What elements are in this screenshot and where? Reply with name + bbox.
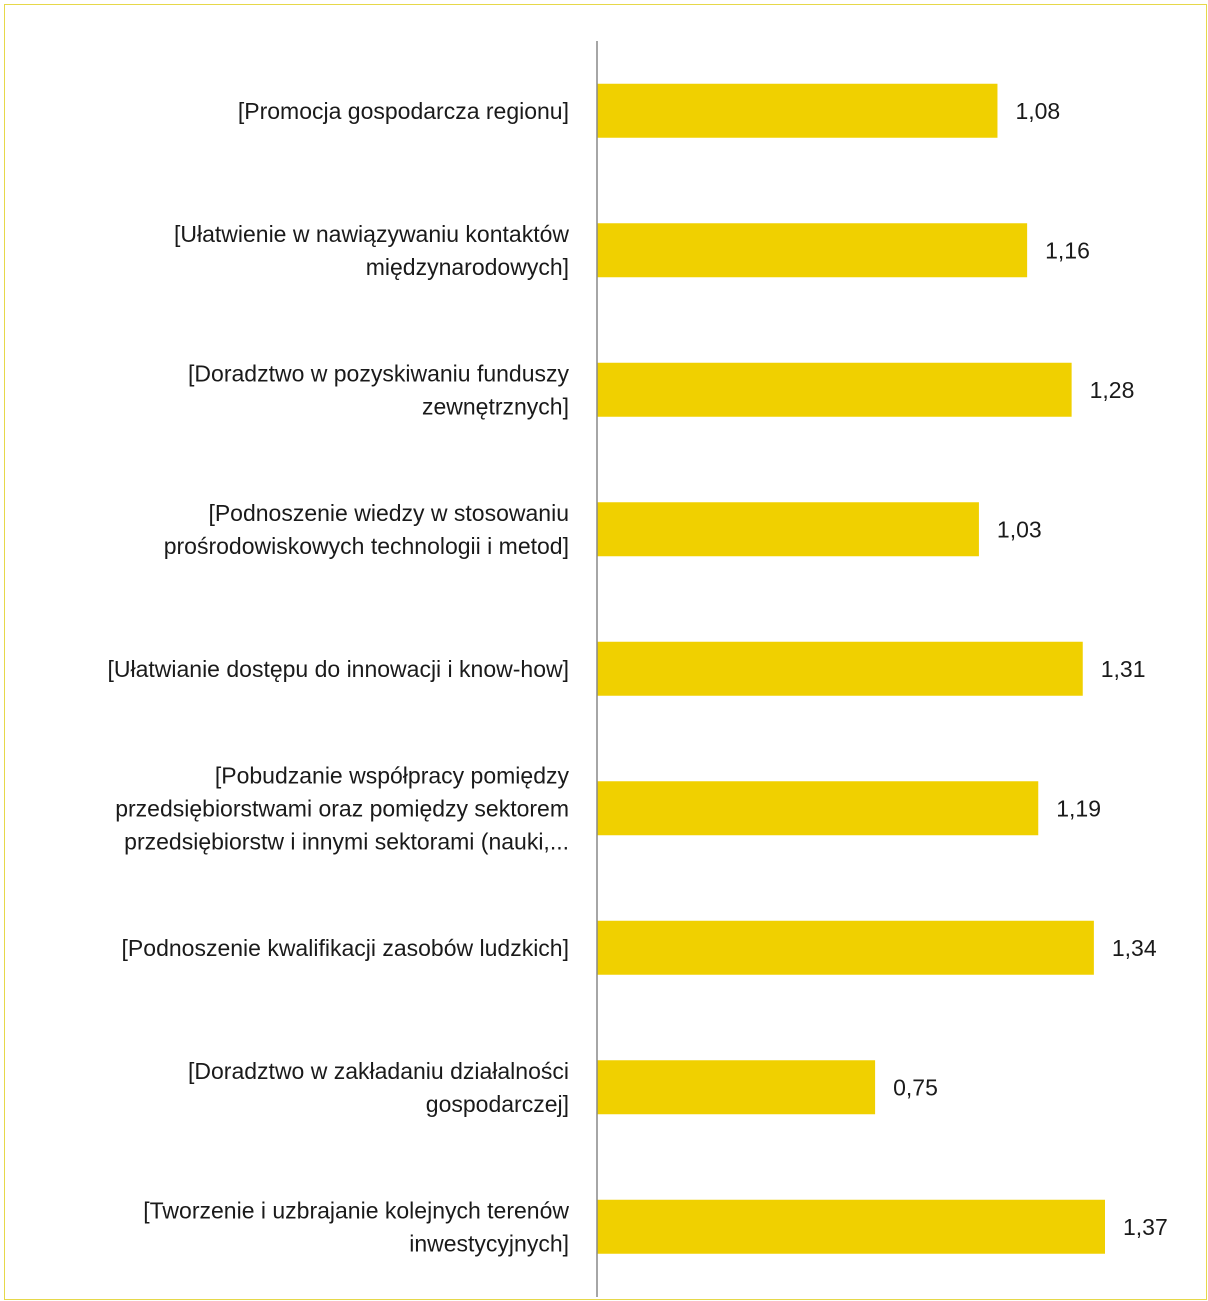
category-label-2: [Ułatwienie w nawiązywaniu kontaktów międ… bbox=[174, 221, 569, 280]
category-label-line: [Ułatwianie dostępu do innowacji i know-… bbox=[107, 656, 569, 682]
bar-chart: [Promocja gospodarcza regionu] [Ułatwieni… bbox=[107, 41, 1168, 1297]
category-label-line: międzynarodowych] bbox=[366, 254, 569, 280]
category-label-line: [Pobudzanie współpracy pomiędzy bbox=[215, 762, 570, 788]
data-label-7: 1,34 bbox=[1112, 935, 1157, 961]
bar-3 bbox=[597, 362, 1072, 417]
category-label-line: przedsiębiorstw i innymi sektorami (nauk… bbox=[124, 828, 569, 854]
category-label-line: [Promocja gospodarcza regionu] bbox=[238, 98, 569, 124]
data-label-2: 1,16 bbox=[1045, 237, 1090, 263]
category-label-line: prośrodowiskowych technologii i metod] bbox=[164, 533, 569, 559]
category-label-line: przedsiębiorstwami oraz pomiędzy sektore… bbox=[115, 795, 569, 821]
category-labels-group: [Promocja gospodarcza regionu] [Ułatwieni… bbox=[107, 98, 569, 1257]
bar-7 bbox=[597, 920, 1094, 975]
category-label-3: [Doradztwo w pozyskiwaniu funduszy zewnęt… bbox=[188, 360, 569, 419]
category-label-6: [Pobudzanie współpracy pomiędzy przedsięb… bbox=[115, 762, 569, 854]
category-label-5: [Ułatwianie dostępu do innowacji i know-… bbox=[107, 656, 569, 682]
category-label-line: [Podnoszenie kwalifikacji zasobów ludzki… bbox=[122, 935, 569, 961]
bar-5 bbox=[597, 641, 1083, 696]
category-label-line: [Podnoszenie wiedzy w stosowaniu bbox=[208, 500, 569, 526]
bar-6 bbox=[597, 781, 1039, 836]
category-label-8: [Doradztwo w zakładaniu działalności gosp… bbox=[188, 1058, 569, 1117]
category-label-1: [Promocja gospodarcza regionu] bbox=[238, 98, 569, 124]
bar-8 bbox=[597, 1060, 876, 1115]
data-label-4: 1,03 bbox=[997, 516, 1042, 542]
data-label-3: 1,28 bbox=[1090, 377, 1135, 403]
category-label-line: zewnętrznych] bbox=[422, 393, 569, 419]
category-label-line: [Ułatwienie w nawiązywaniu kontaktów bbox=[174, 221, 569, 247]
data-label-8: 0,75 bbox=[893, 1074, 938, 1100]
bar-2 bbox=[597, 223, 1028, 278]
data-label-5: 1,31 bbox=[1101, 656, 1146, 682]
category-label-line: [Doradztwo w zakładaniu działalności bbox=[188, 1058, 569, 1084]
bar-1 bbox=[597, 83, 998, 138]
data-label-1: 1,08 bbox=[1015, 98, 1060, 124]
category-label-line: inwestycyjnych] bbox=[409, 1230, 569, 1256]
value-labels-group: 1,08 1,16 1,28 1,03 1,31 1,19 1,34 0,75 1,37 bbox=[893, 98, 1168, 1240]
bar-9 bbox=[597, 1199, 1105, 1254]
category-label-9: [Tworzenie i uzbrajanie kolejnych terenó… bbox=[143, 1197, 569, 1256]
category-label-line: gospodarczej] bbox=[426, 1091, 569, 1117]
category-label-line: [Doradztwo w pozyskiwaniu funduszy bbox=[188, 360, 569, 386]
category-label-7: [Podnoszenie kwalifikacji zasobów ludzki… bbox=[122, 935, 569, 961]
category-label-line: [Tworzenie i uzbrajanie kolejnych terenó… bbox=[143, 1197, 569, 1223]
category-label-4: [Podnoszenie wiedzy w stosowaniu prośrodo… bbox=[164, 500, 569, 559]
chart-frame: [Promocja gospodarcza regionu] [Ułatwieni… bbox=[4, 4, 1207, 1300]
bars-group bbox=[597, 83, 1105, 1254]
bar-4 bbox=[597, 502, 979, 557]
data-label-6: 1,19 bbox=[1056, 795, 1101, 821]
data-label-9: 1,37 bbox=[1123, 1214, 1168, 1240]
